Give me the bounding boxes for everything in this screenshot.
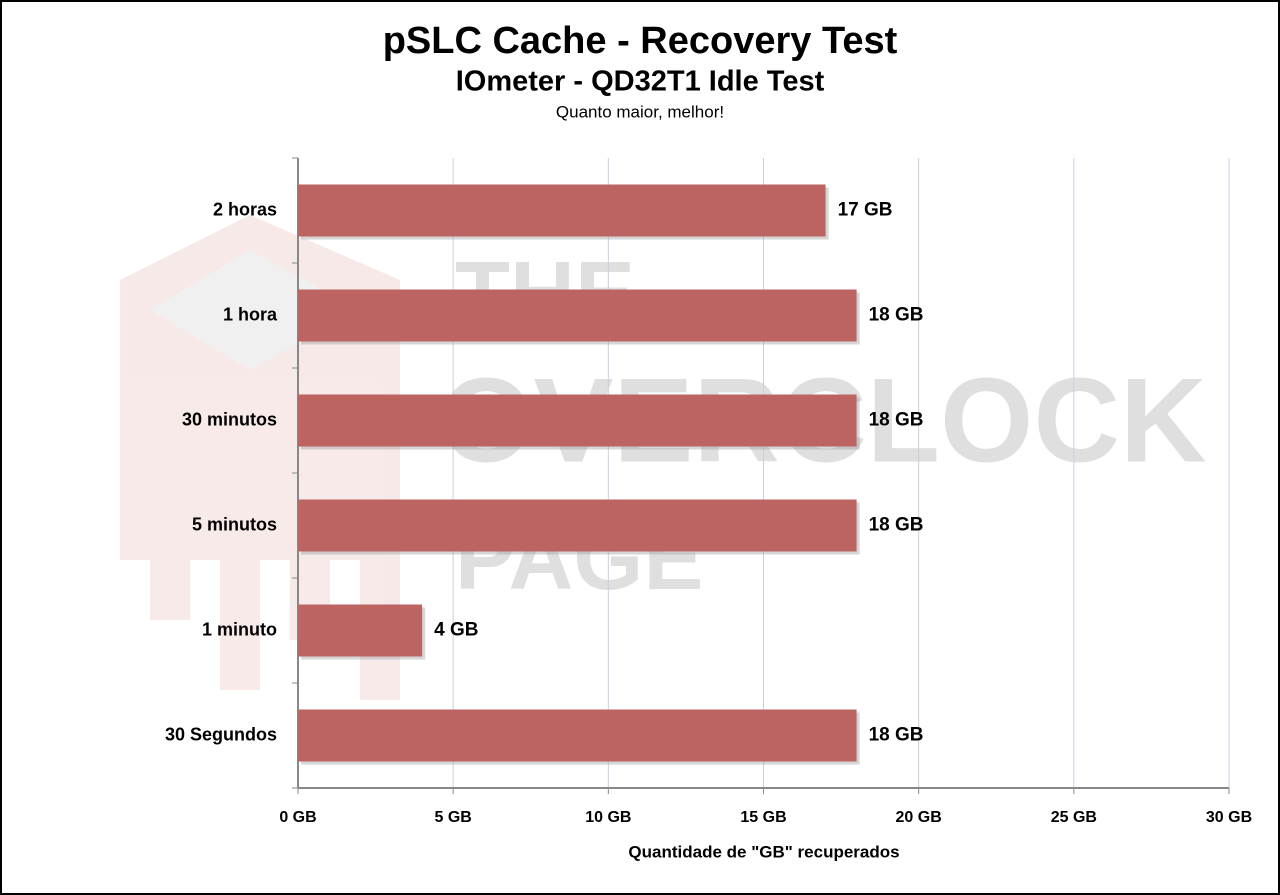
x-axis-label: Quantidade de "GB" recuperados [628,842,899,861]
x-tick-label: 0 GB [279,809,316,826]
bar [298,289,857,342]
x-tick-label: 15 GB [740,809,786,826]
x-tick-label: 25 GB [1051,809,1097,826]
x-tick-label: 10 GB [585,809,631,826]
value-label: 18 GB [869,725,924,746]
chart-title: pSLC Cache - Recovery Test [383,20,898,62]
x-tick-label: 5 GB [434,809,471,826]
chart-subtitle: IOmeter - QD32T1 Idle Test [456,66,825,98]
value-label: 4 GB [434,620,478,641]
y-tick-label: 1 hora [223,304,278,324]
y-tick-label: 30 minutos [182,409,277,429]
chart-note: Quanto maior, melhor! [556,102,724,121]
bar [298,604,423,657]
bar [298,184,826,237]
bar [298,709,857,762]
value-label: 17 GB [838,200,893,221]
x-tick-label: 20 GB [896,809,942,826]
bar [298,394,857,447]
y-tick-label: 30 Segundos [165,724,277,744]
value-label: 18 GB [869,305,924,326]
value-label: 18 GB [869,410,924,431]
y-tick-label: 1 minuto [202,619,277,639]
value-label: 18 GB [869,515,924,536]
x-tick-label: 30 GB [1206,809,1252,826]
y-tick-label: 5 minutos [192,514,277,534]
y-tick-label: 2 horas [213,199,277,219]
bar [298,499,857,552]
